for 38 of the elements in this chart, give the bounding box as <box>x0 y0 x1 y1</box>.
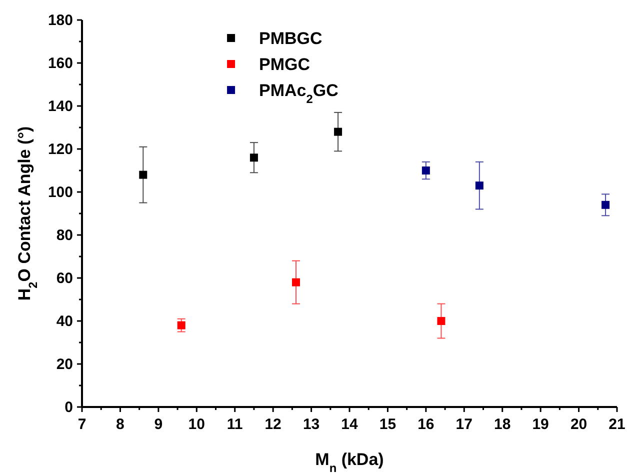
point <box>437 317 446 325</box>
y-tick-label: 160 <box>48 55 73 72</box>
x-tick-label: 11 <box>226 416 243 433</box>
point <box>292 278 300 286</box>
x-tick-label: 14 <box>341 416 358 433</box>
x-tick-label: 13 <box>302 416 320 433</box>
legend-label: PMAc$_{2}$GC <box>259 81 338 106</box>
point <box>139 170 148 179</box>
x-tick-label: 10 <box>188 416 205 433</box>
y-tick-label: 20 <box>56 356 73 373</box>
legend-label: PMBGC <box>259 29 322 48</box>
x-tick-label: 9 <box>154 416 163 433</box>
x-tick-label: 19 <box>532 416 549 433</box>
x-tick-label: 20 <box>570 416 588 433</box>
x-tick-label: 17 <box>456 416 472 433</box>
y-tick-label: 60 <box>56 270 73 287</box>
x-tick-label: 12 <box>264 416 282 433</box>
y-tick-label: 80 <box>56 227 73 244</box>
y-tick-label: 120 <box>48 141 73 158</box>
y-tick-label: 100 <box>48 184 73 201</box>
x-tick-label: 16 <box>418 416 434 433</box>
y-tick-label: 140 <box>48 98 73 115</box>
x-tick-label: 18 <box>494 416 511 433</box>
y-tick-label: 180 <box>48 12 73 29</box>
x-tick-label: 7 <box>78 416 86 433</box>
x-axis-title: M$_{n}$ (kDa) <box>315 450 384 473</box>
point <box>422 166 430 174</box>
legend-label: PMGC <box>259 55 310 74</box>
point <box>177 321 186 330</box>
x-tick-label: 15 <box>379 416 396 433</box>
point <box>475 182 484 190</box>
point <box>602 200 610 209</box>
point <box>334 128 342 136</box>
y-tick-label: 0 <box>64 399 73 416</box>
x-tick-label: 21 <box>608 416 626 433</box>
point <box>250 154 258 162</box>
y-tick-label: 40 <box>56 313 73 330</box>
x-tick-label: 8 <box>116 416 124 433</box>
